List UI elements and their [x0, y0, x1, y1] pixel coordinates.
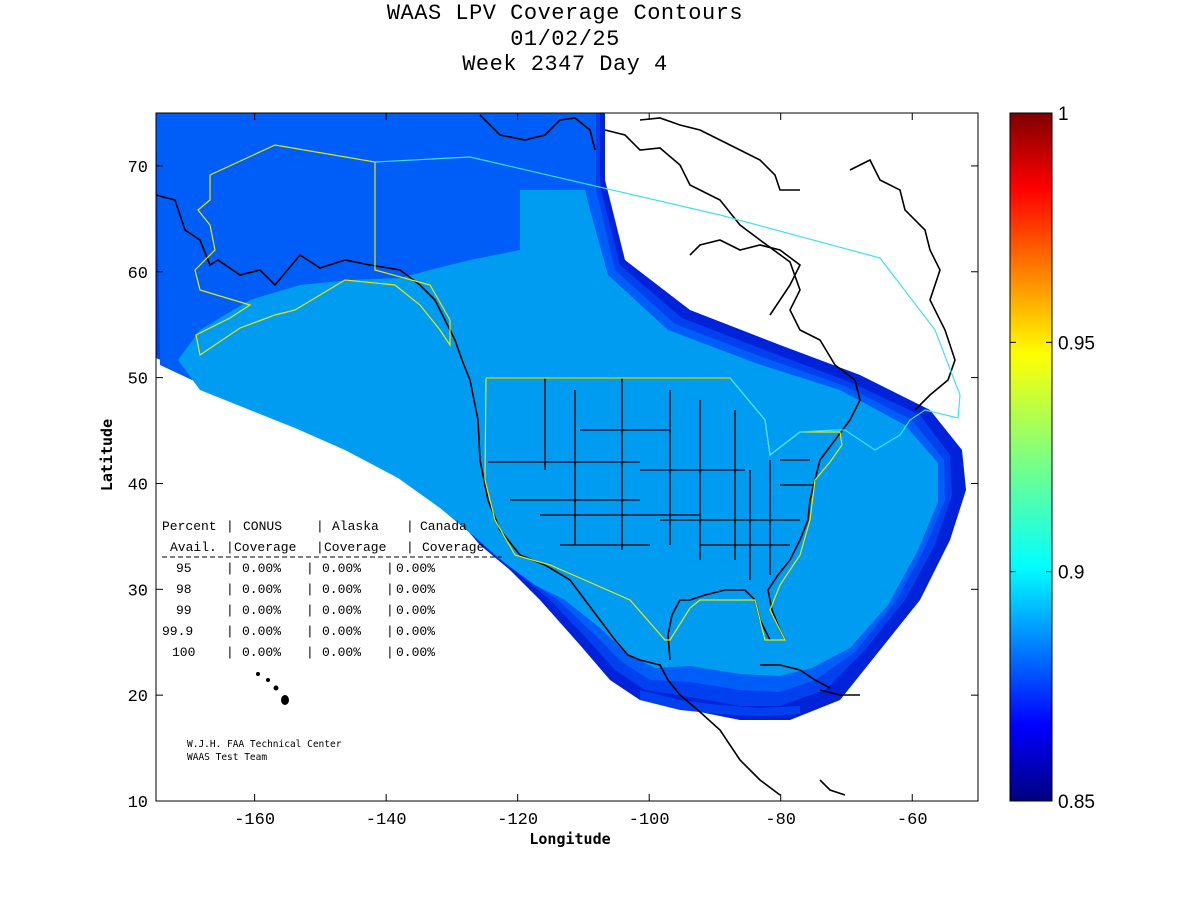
table-separator: | [226, 603, 234, 618]
table-cell: 0.00% [396, 561, 435, 576]
table-cell: 99 [176, 603, 192, 618]
table-cell: 0.00% [396, 624, 435, 639]
table-cell: 0.00% [322, 645, 361, 660]
credit-line-1: W.J.H. FAA Technical Center [187, 739, 342, 750]
hawaii-islands [256, 672, 289, 705]
table-subheader-avail: Avail. [170, 540, 217, 555]
conus-boundary [484, 377, 843, 641]
x-axis-label: Longitude [529, 830, 610, 848]
y-tick-label: 30 [128, 582, 148, 601]
colorbar-tick-label: 0.85 [1058, 792, 1095, 813]
table-subheader-sep-2: | [316, 540, 324, 555]
map-plot-area [156, 113, 978, 801]
table-cell: 0.00% [242, 582, 281, 597]
table-header-conus: CONUS [243, 519, 282, 534]
y-axis-label: Latitude [98, 419, 116, 491]
table-separator: | [306, 582, 314, 597]
table-cell: 0.00% [396, 645, 435, 660]
title-line-1: WAAS LPV Coverage Contours [386, 1, 744, 26]
table-header-sep-2: | [316, 519, 324, 534]
table-separator: | [226, 645, 234, 660]
table-cell: 0.00% [396, 603, 435, 618]
table-cell: 0.00% [322, 582, 361, 597]
colorbar-tick-label: 0.95 [1058, 333, 1095, 354]
table-separator: | [226, 624, 234, 639]
table-cell: 0.00% [242, 603, 281, 618]
canada-boundary [374, 156, 961, 457]
table-separator: | [306, 603, 314, 618]
table-cell: 99.9 [162, 624, 193, 639]
chart-title: WAAS LPV Coverage Contours 01/02/25 Week… [265, 1, 865, 78]
table-cell: 0.00% [322, 561, 361, 576]
x-tick-label: -120 [497, 811, 538, 830]
table-separator: | [386, 624, 394, 639]
y-tick-label: 10 [128, 794, 148, 813]
table-cell: 0.00% [322, 624, 361, 639]
title-line-2: 01/02/25 [510, 26, 620, 52]
table-separator: | [386, 603, 394, 618]
table-header-sep-1: | [226, 519, 234, 534]
table-header-canada: Canada [420, 519, 467, 534]
table-separator: | [386, 582, 394, 597]
table-header-percent: Percent [162, 519, 217, 534]
table-cell: 0.00% [242, 645, 281, 660]
x-tick-label: -60 [897, 811, 928, 830]
conus-alaska-boundary [194, 144, 451, 357]
table-subheader-sep-1: | [226, 540, 234, 555]
table-separator: | [306, 624, 314, 639]
table-subheader-sep-3: | [406, 540, 414, 555]
y-tick-label: 20 [128, 688, 148, 707]
table-cell: 0.00% [242, 561, 281, 576]
coverage-level-south-band [640, 690, 800, 716]
coverage-level-main [178, 190, 938, 676]
title-line-3: Week 2347 Day 4 [462, 52, 668, 77]
plot-frame [155, 112, 979, 802]
table-rows: 95 0.00% 0.00% 0.00%| | |98 0.00% 0.00% 0.00%| | |… [162, 561, 435, 660]
colorbar-tick-label: 1 [1058, 104, 1069, 125]
y-tick-label: 70 [128, 159, 148, 178]
y-axis-ticks: 10 20 30 40 50 60 70 [128, 159, 978, 813]
colorbar-tick-label: 0.9 [1058, 563, 1084, 584]
table-cell: 0.00% [242, 624, 281, 639]
x-axis-ticks: -160 -140 -120 -100 -80 -60 [234, 113, 928, 830]
table-cell: 0.00% [322, 603, 361, 618]
x-tick-label: -100 [629, 811, 670, 830]
table-header-sep-3: | [406, 519, 414, 534]
y-tick-label: 60 [128, 265, 148, 284]
table-cell: 100 [172, 645, 195, 660]
table-subheader-canada: Coverage [422, 540, 484, 555]
table-separator: | [226, 561, 234, 576]
table-subheader-alaska: Coverage [324, 540, 386, 555]
table-separator: | [386, 561, 394, 576]
table-subheader-conus: Coverage [234, 540, 296, 555]
table-header-alaska: Alaska [332, 519, 379, 534]
y-tick-label: 40 [128, 476, 148, 495]
coverage-table: Percent | CONUS | Alaska | Canada Avail.… [162, 519, 502, 660]
table-separator: | [226, 582, 234, 597]
x-tick-label: -140 [366, 811, 407, 830]
table-separator: | [386, 645, 394, 660]
table-cell: 98 [176, 582, 192, 597]
colorbar [1009, 112, 1053, 802]
colorbar-ticks: 1 0.95 0.9 0.85 [1010, 104, 1095, 813]
x-tick-label: -80 [765, 811, 796, 830]
x-tick-label: -160 [234, 811, 275, 830]
y-tick-label: 50 [128, 371, 148, 390]
table-separator: | [306, 645, 314, 660]
credit-line-2: WAAS Test Team [187, 752, 267, 763]
table-cell: 95 [176, 561, 192, 576]
table-separator: | [306, 561, 314, 576]
table-cell: 0.00% [396, 582, 435, 597]
